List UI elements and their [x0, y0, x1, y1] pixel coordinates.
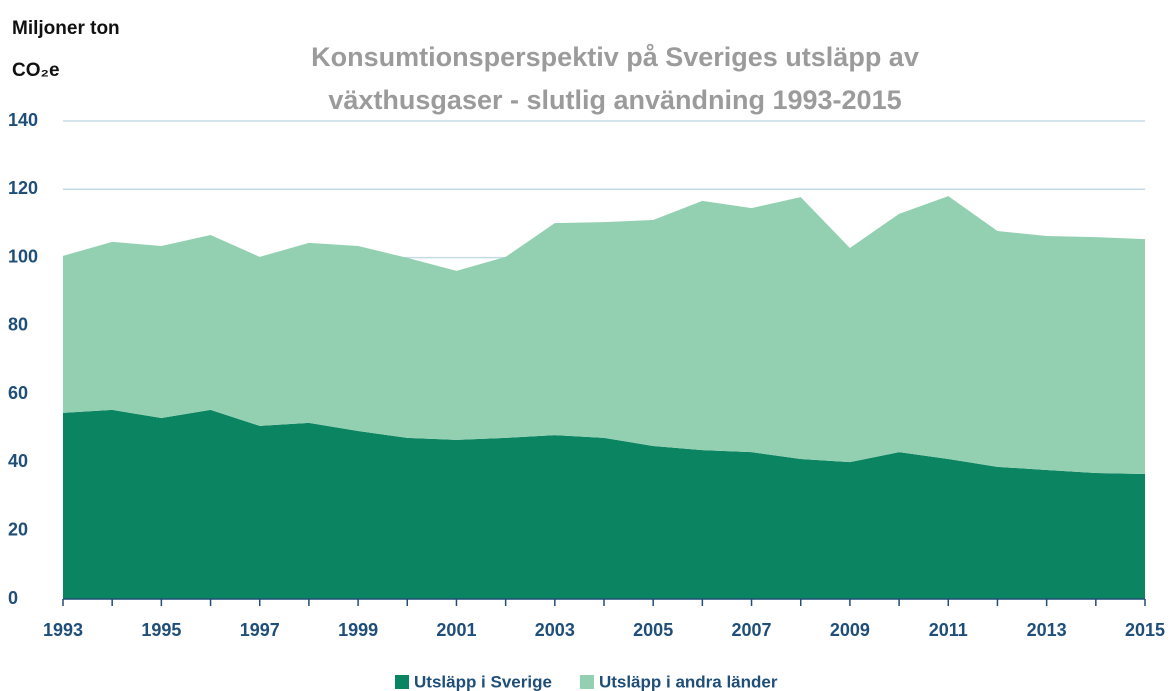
x-tick-label: 2003: [535, 620, 575, 640]
legend-label: Utsläpp i Sverige: [414, 672, 552, 691]
y-tick-label: 80: [8, 315, 28, 335]
y-tick-label: 100: [8, 246, 38, 266]
legend-swatch: [395, 675, 409, 689]
legend-label: Utsläpp i andra länder: [599, 672, 778, 691]
y-tick-label: 20: [8, 519, 28, 539]
y-tick-label: 60: [8, 383, 28, 403]
x-tick-label: 2005: [633, 620, 673, 640]
x-tick-label: 1995: [141, 620, 181, 640]
x-tick-label: 1997: [240, 620, 280, 640]
legend-swatch: [579, 675, 594, 689]
chart-title: Konsumtionsperspektiv på Sveriges utsläp…: [311, 42, 919, 115]
y-tick-label: 120: [8, 178, 38, 198]
area: [63, 196, 1145, 475]
x-tick-label: 2015: [1125, 620, 1165, 640]
x-tick-label: 2013: [1027, 620, 1067, 640]
x-tick-label: 2001: [436, 620, 476, 640]
y-axis-label: Miljoner ton CO₂e: [12, 18, 120, 81]
x-tick-label: 2009: [830, 620, 870, 640]
x-tick-label: 1999: [338, 620, 378, 640]
x-tick-label: 2011: [929, 620, 968, 640]
y-tick-label: 40: [8, 451, 28, 471]
x-tick-label: 1993: [43, 620, 83, 640]
y-tick-label: 140: [8, 110, 38, 130]
x-tick-label: 2007: [732, 620, 772, 640]
y-tick-label: 0: [8, 588, 18, 608]
